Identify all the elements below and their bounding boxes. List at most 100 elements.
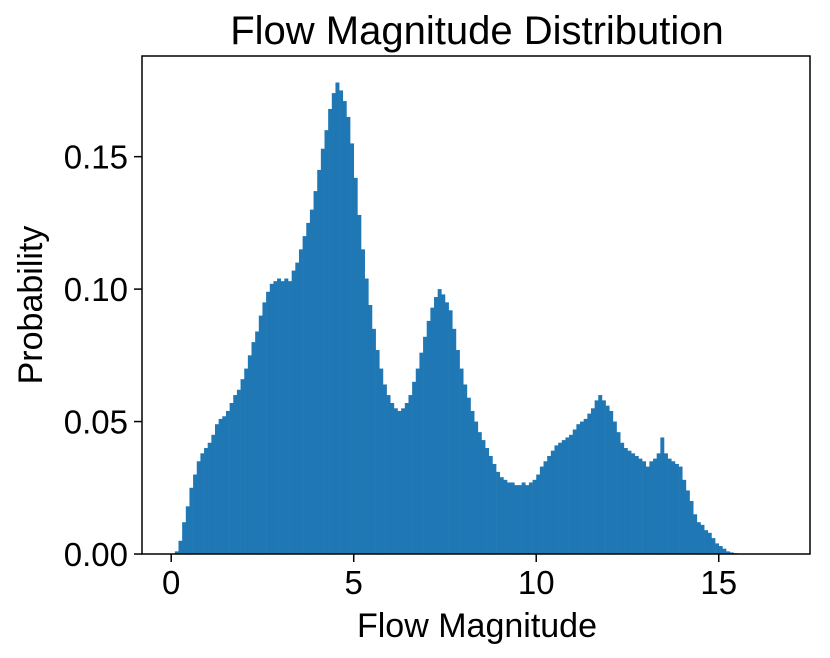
histogram-bar	[434, 297, 438, 554]
histogram-bar	[631, 453, 636, 554]
x-tick-label: 5	[345, 564, 363, 601]
histogram-bar	[590, 408, 595, 554]
histogram-bar	[423, 336, 428, 554]
histogram-bar	[441, 294, 446, 554]
histogram-bar	[229, 403, 234, 554]
histogram-bar	[660, 437, 665, 554]
y-axis-label: Probability	[12, 226, 50, 385]
histogram-bar	[605, 405, 610, 554]
histogram-bar	[466, 397, 471, 554]
histogram-bar	[247, 355, 252, 554]
histogram-bar	[357, 214, 362, 554]
histogram-bar	[704, 530, 709, 554]
histogram-bar	[258, 315, 263, 554]
histogram-bar	[554, 445, 559, 554]
histogram-bar	[386, 395, 391, 554]
histogram-bar	[215, 424, 219, 554]
histogram-bar	[616, 432, 621, 554]
histogram-bar	[401, 408, 406, 554]
histogram-bar	[196, 461, 201, 554]
x-tick-label: 10	[518, 564, 555, 601]
histogram-bar	[539, 466, 544, 554]
histogram-bar	[404, 403, 409, 554]
histogram-bar	[525, 485, 530, 554]
bar-series	[174, 82, 745, 555]
histogram-bar	[200, 453, 205, 554]
histogram-bar	[393, 408, 398, 554]
x-axis-label: Flow Magnitude	[357, 607, 597, 645]
histogram-bar	[718, 546, 723, 554]
histogram-bar	[569, 434, 574, 554]
histogram-bar	[565, 437, 570, 554]
histogram-bar	[222, 416, 227, 554]
histogram-bar	[346, 116, 351, 555]
histogram-bar	[653, 458, 657, 554]
histogram-bar	[379, 368, 384, 554]
plot-frame	[141, 55, 811, 555]
histogram-bar	[634, 455, 639, 554]
histogram-bar	[390, 403, 395, 554]
histogram-bar	[601, 400, 606, 554]
histogram-bar	[696, 522, 701, 554]
histogram-bar	[532, 479, 537, 554]
histogram-bar	[236, 389, 241, 554]
histogram-bar	[193, 474, 198, 554]
histogram-bar	[335, 82, 340, 555]
histogram-bar	[598, 395, 603, 554]
histogram-bar	[685, 490, 690, 554]
histogram-bar	[536, 474, 541, 554]
histogram-bar	[587, 413, 592, 554]
histogram-bar	[594, 400, 599, 554]
histogram-bar	[481, 440, 486, 554]
histogram-bar	[656, 453, 661, 554]
histogram-bar	[295, 262, 300, 554]
histogram-bar	[273, 281, 278, 554]
histogram-bar	[510, 482, 515, 554]
histogram-bar	[280, 281, 285, 554]
histogram-bar	[342, 101, 347, 554]
histogram-bar	[306, 222, 311, 554]
histogram-bar	[225, 410, 230, 554]
histogram-bar	[240, 379, 245, 554]
y-tick-label: 0.05	[64, 404, 128, 441]
y-tick-label: 0.15	[64, 139, 128, 176]
histogram-bar	[361, 249, 365, 554]
histogram-bar	[269, 283, 274, 554]
histogram-bar	[507, 482, 511, 554]
histogram-bar	[707, 532, 712, 554]
histogram-bar	[375, 350, 380, 554]
histogram-bar	[204, 448, 208, 554]
histogram-bar	[178, 540, 183, 554]
histogram-bar	[339, 90, 344, 554]
histogram-bar	[550, 450, 555, 554]
histogram-bar	[350, 143, 355, 554]
histogram-bar	[547, 455, 552, 554]
histogram-bar	[700, 524, 705, 554]
histogram-bar	[528, 482, 533, 554]
histogram-bar	[496, 471, 501, 554]
histogram-bar	[645, 466, 650, 554]
histogram-bar	[488, 455, 493, 554]
histogram-bar	[612, 421, 617, 554]
histogram-bar	[211, 434, 216, 554]
histogram-bar	[324, 130, 329, 555]
histogram-bar	[492, 463, 497, 554]
histogram-bar	[244, 368, 249, 554]
histogram-bar	[371, 328, 376, 554]
histogram-bar	[499, 477, 504, 554]
histogram-bar	[452, 328, 457, 554]
histogram-bar	[353, 177, 358, 554]
y-tick-label: 0.00	[64, 536, 128, 573]
histogram-bar	[302, 236, 307, 554]
histogram-bar	[722, 548, 727, 554]
y-axis-ticks: 0.00 0.05 0.10 0.15	[64, 139, 142, 573]
y-tick-label: 0.10	[64, 271, 128, 308]
histogram-bar	[255, 331, 260, 554]
histogram-bar	[262, 302, 267, 554]
histogram-bar	[284, 278, 289, 554]
histogram-bar	[397, 410, 402, 554]
histogram-bar	[320, 148, 325, 554]
histogram-bar	[561, 440, 566, 554]
histogram-bar	[207, 442, 212, 554]
histogram-bar	[711, 538, 716, 554]
